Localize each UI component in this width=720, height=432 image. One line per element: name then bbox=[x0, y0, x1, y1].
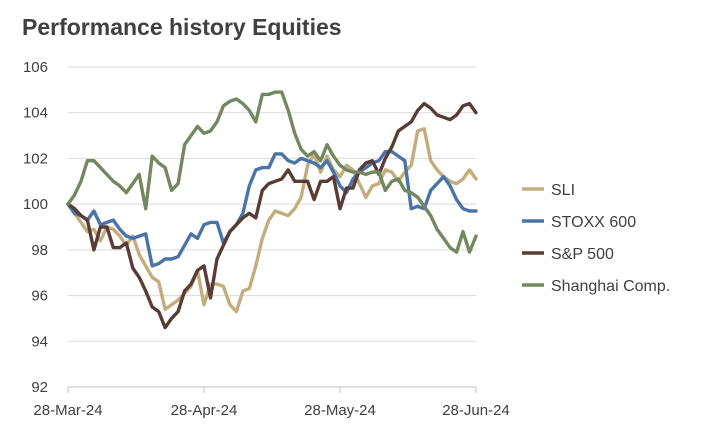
legend-label-sli: SLI bbox=[551, 182, 575, 199]
series-line-stoxx-600 bbox=[66, 149, 478, 268]
legend-label-s-p-500: S&P 500 bbox=[551, 246, 614, 263]
y-tick-label-100: 100 bbox=[23, 196, 48, 213]
y-axis-tick-labels: 92 94 96 98 100 102 104 106 bbox=[23, 59, 48, 396]
y-tick-label-96: 96 bbox=[31, 288, 48, 305]
series-line-shanghai-comp- bbox=[66, 90, 478, 254]
y-tick-label-94: 94 bbox=[31, 333, 48, 350]
x-tick-label-3: 28-Jun-24 bbox=[442, 402, 510, 419]
legend-label-stoxx-600: STOXX 600 bbox=[551, 214, 636, 231]
x-tick-label-2: 28-May-24 bbox=[304, 402, 376, 419]
y-tick-label-92: 92 bbox=[31, 379, 48, 396]
series-lines bbox=[66, 90, 478, 330]
y-tick-label-104: 104 bbox=[23, 105, 48, 122]
series-line-s-p-500 bbox=[66, 101, 478, 330]
x-tick-label-0: 28-Mar-24 bbox=[33, 402, 102, 419]
chart-title: Performance history Equities bbox=[22, 14, 342, 40]
legend: SLI STOXX 600 S&P 500 Shanghai Comp. bbox=[522, 182, 670, 295]
x-axis-ticks: 28-Mar-24 28-Apr-24 28-May-24 28-Jun-24 bbox=[33, 387, 510, 419]
y-tick-label-106: 106 bbox=[23, 59, 48, 76]
series-line-sli bbox=[66, 126, 478, 314]
x-tick-label-1: 28-Apr-24 bbox=[171, 402, 238, 419]
legend-label-shanghai-comp-: Shanghai Comp. bbox=[551, 278, 670, 295]
y-tick-label-98: 98 bbox=[31, 242, 48, 259]
y-tick-label-102: 102 bbox=[23, 150, 48, 167]
gridlines bbox=[68, 66, 476, 342]
